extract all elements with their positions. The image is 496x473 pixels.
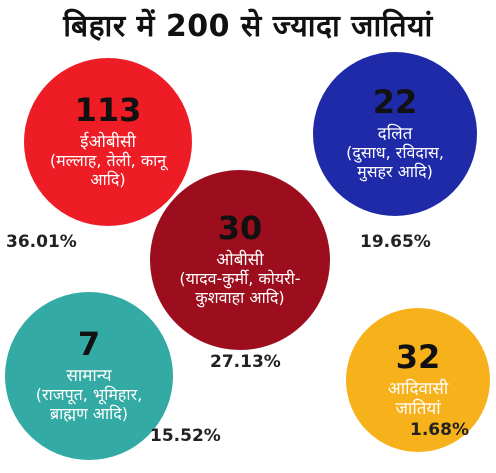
general-detail: (राजपूत, भूमिहार, ब्राह्मण आदि) (35, 384, 143, 423)
obc-detail: (यादव-कुर्मी, कोयरी-कुशवाहा आदि) (179, 268, 301, 307)
page-title: बिहार में 200 से ज्यादा जातियां (63, 9, 433, 44)
st-bubble: 32 आदिवासी जातियां (346, 308, 490, 452)
sc-detail: (दुसाध, रविदास, मुसहर आदि) (346, 142, 444, 181)
ebc-detail: (मल्लाह, तेली, कानू आदि) (49, 150, 167, 189)
sc-bubble: 22 दलित (दुसाध, रविदास, मुसहर आदि) (313, 52, 477, 216)
general-count: 7 (77, 325, 101, 364)
obc-count: 30 (217, 209, 263, 248)
ebc-percent: 36.01% (6, 232, 77, 252)
obc-percent: 27.13% (210, 352, 281, 372)
obc-bubble: 30 ओबीसी (यादव-कुर्मी, कोयरी-कुशवाहा आदि… (150, 170, 330, 350)
sc-count: 22 (372, 83, 418, 122)
general-name: सामान्य (66, 365, 112, 386)
st-count: 32 (395, 338, 441, 377)
st-percent: 1.68% (410, 420, 469, 440)
ebc-name: ईओबीसी (80, 131, 136, 152)
general-percent: 15.52% (150, 426, 221, 446)
st-name: आदिवासी जातियां (387, 378, 449, 419)
obc-name: ओबीसी (216, 249, 264, 270)
ebc-count: 113 (74, 91, 142, 130)
sc-percent: 19.65% (360, 232, 431, 252)
general-bubble: 7 सामान्य (राजपूत, भूमिहार, ब्राह्मण आदि… (5, 292, 173, 460)
ebc-bubble: 113 ईओबीसी (मल्लाह, तेली, कानू आदि) (24, 58, 192, 226)
sc-name: दलित (377, 123, 413, 144)
